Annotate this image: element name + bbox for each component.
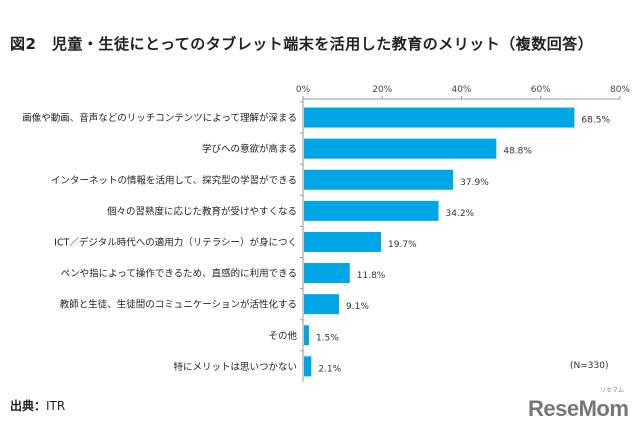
value-label: 19.7% — [388, 240, 417, 250]
x-tick-label: 60% — [531, 85, 551, 95]
value-label: 34.2% — [446, 209, 475, 219]
value-label: 2.1% — [318, 364, 341, 374]
bar — [304, 231, 382, 252]
bar — [304, 356, 312, 377]
bar — [304, 200, 439, 221]
value-label: 48.8% — [503, 147, 532, 157]
category-label: 個々の習熟度に応じた教育が受けやすくなる — [107, 205, 297, 217]
value-label: 37.9% — [460, 178, 489, 188]
bar — [304, 294, 340, 315]
source-credit: 出典：ITR — [10, 399, 65, 413]
x-tick-label: 80% — [610, 85, 630, 95]
category-label: 画像や動画、音声などのリッチコンテンツによって理解が深まる — [22, 112, 297, 124]
category-label: その他 — [268, 330, 297, 342]
chart-title: 図2 児童・生徒にとってのタブレット端末を活用した教育のメリット（複数回答） — [10, 35, 594, 53]
x-tick-label: 40% — [451, 85, 471, 95]
category-label: 特にメリットは思いつかない — [173, 361, 297, 373]
value-label: 68.5% — [581, 116, 610, 126]
category-label: 教師と生徒、生徒間のコミュニケーションが活性化する — [60, 299, 297, 311]
category-label: インターネットの情報を活用して、探究型の学習ができる — [51, 174, 297, 186]
bar — [304, 107, 575, 128]
category-label: ペンや指によって操作できるため、直感的に利用できる — [61, 268, 297, 280]
value-label: 11.8% — [357, 271, 386, 281]
bar — [304, 138, 497, 159]
value-label: 9.1% — [346, 302, 369, 312]
source-label: 出典： — [10, 399, 47, 413]
x-tick-label: 0% — [296, 85, 311, 95]
source-value: ITR — [46, 399, 66, 413]
category-label: 学びへの意欲が高まる — [202, 143, 297, 155]
bar — [304, 325, 309, 346]
bar — [304, 169, 454, 190]
value-label: 1.5% — [316, 333, 339, 343]
sample-size-note: (N=330) — [570, 361, 609, 371]
logo-ruby: リセマム — [600, 387, 625, 394]
category-label: ICT／デジタル時代への適用力（リテラシー）が身につく — [54, 236, 297, 248]
bar — [304, 263, 350, 284]
x-tick-label: 20% — [372, 85, 392, 95]
resemom-logo: ReseMom — [528, 396, 629, 421]
